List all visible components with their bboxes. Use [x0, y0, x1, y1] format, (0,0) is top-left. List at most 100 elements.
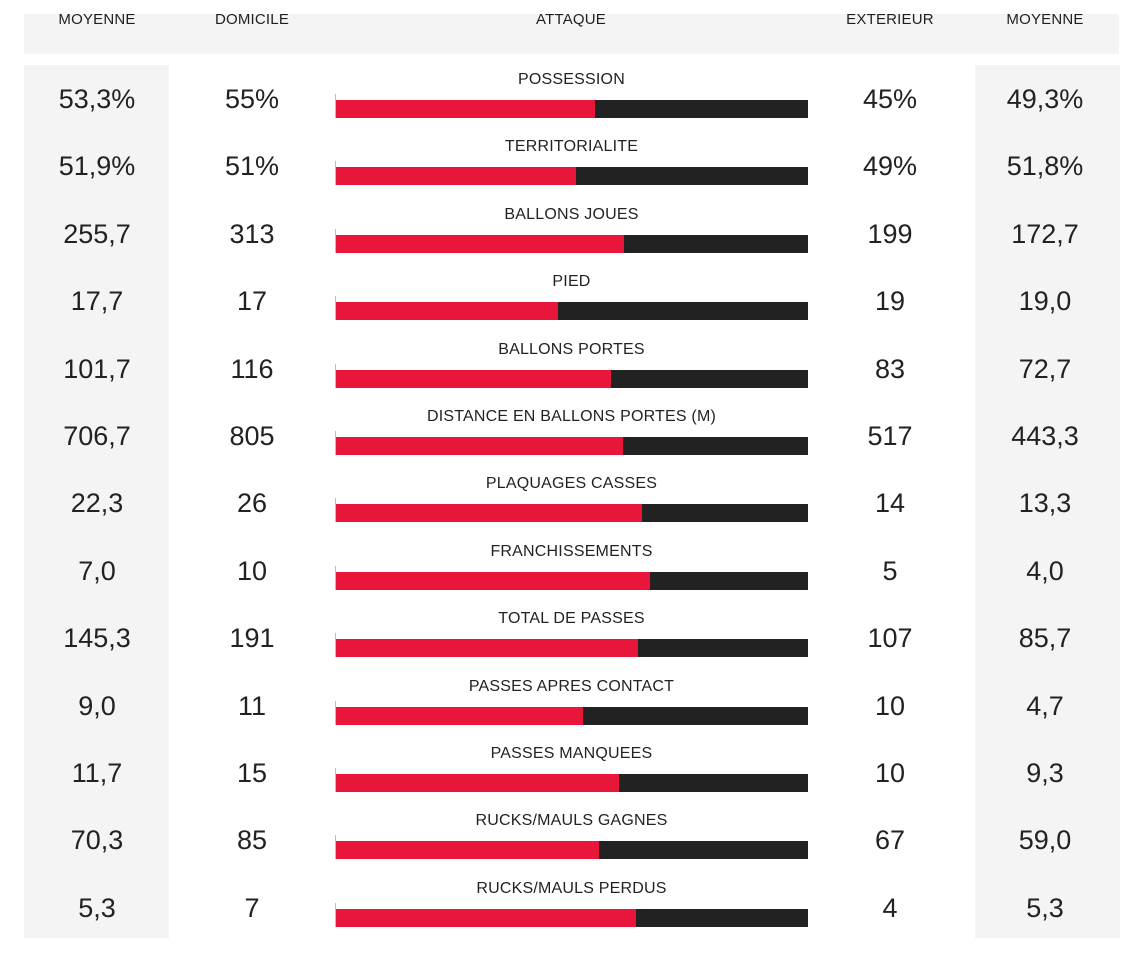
stat-label: POSSESSION [518, 71, 625, 88]
avg-home-value: 101,7 [63, 353, 131, 384]
bar-start-tick [335, 565, 336, 590]
home-value: 116 [230, 353, 274, 384]
home-bar-fill [335, 639, 638, 658]
avg-home-value: 255,7 [63, 218, 131, 249]
comparison-bar [335, 94, 808, 118]
away-value: 517 [867, 421, 913, 451]
bar-start-tick [335, 768, 336, 792]
avg-away-value: 5,3 [1026, 892, 1064, 923]
header-avg-away: MOYENNE [1006, 11, 1084, 28]
stat-label: PIED [552, 273, 591, 291]
comparison-bar [335, 700, 808, 725]
avg-home-value: 9,0 [78, 690, 116, 721]
avg-away-value: 443,3 [1011, 421, 1079, 451]
comparison-bar [335, 296, 808, 321]
home-bar-fill [335, 774, 619, 792]
avg-away-value: 49,3% [1006, 84, 1084, 114]
bar-start-tick [335, 296, 336, 321]
table-row: 53,3% 55% POSSESSION 45% 49,3% [0, 67, 1148, 134]
stat-label: RUCKS/MAULS PERDUS [476, 879, 667, 897]
home-value: 7 [244, 892, 260, 923]
stat-label: PLAQUAGES CASSES [485, 475, 658, 493]
comparison-bar [335, 498, 808, 523]
header-center: ATTAQUE [535, 11, 607, 28]
stat-label: RUCKS/MAULS GAGNES [475, 812, 668, 830]
home-bar-fill [335, 841, 599, 860]
bar-start-tick [335, 633, 336, 658]
home-bar-fill [335, 908, 636, 927]
home-bar-fill [335, 234, 624, 253]
away-value: 49% [862, 151, 918, 182]
avg-away-value: 51,8% [1006, 151, 1084, 182]
table-row: 145,3 191 TOTAL DE PASSES 107 85,7 [0, 606, 1148, 673]
avg-away-value: 4,7 [1026, 690, 1064, 721]
home-value: 51% [224, 151, 280, 182]
bar-start-tick [335, 431, 336, 455]
home-value: 15 [236, 758, 268, 788]
home-bar-fill [335, 504, 642, 523]
away-value: 14 [874, 488, 906, 519]
header-away: EXTERIEUR [846, 11, 934, 28]
bar-start-tick [335, 700, 336, 725]
away-value: 107 [867, 623, 913, 654]
stat-label: PASSES MANQUEES [490, 745, 653, 762]
avg-home-value: 145,3 [63, 623, 131, 654]
bar-start-tick [335, 835, 336, 860]
table-row: 101,7 116 BALLONS PORTES 83 72,7 [0, 337, 1148, 404]
home-bar-fill [335, 302, 558, 321]
avg-home-value: 51,9% [58, 151, 136, 182]
home-bar-fill [335, 167, 576, 186]
bar-start-tick [335, 498, 336, 523]
stat-label: BALLONS PORTES [498, 340, 645, 358]
bar-start-tick [335, 363, 336, 388]
avg-away-value: 13,3 [1018, 488, 1072, 519]
avg-away-value: 85,7 [1018, 623, 1072, 654]
comparison-bar [335, 835, 808, 860]
home-value: 10 [236, 555, 268, 586]
home-value: 55% [224, 84, 280, 114]
bar-start-tick [335, 161, 336, 186]
away-value: 83 [874, 353, 906, 384]
away-value: 4 [882, 892, 898, 923]
table-row: 51,9% 51% TERRITORIALITE 49% 51,8% [0, 134, 1148, 201]
comparison-bar [335, 431, 808, 455]
home-bar-fill [335, 100, 595, 118]
bar-start-tick [335, 902, 336, 927]
table-row: 9,0 11 PASSES APRES CONTACT 10 4,7 [0, 674, 1148, 741]
home-value: 313 [229, 218, 275, 249]
home-value: 26 [236, 488, 268, 519]
table-row: 17,7 17 PIED 19 19,0 [0, 269, 1148, 336]
comparison-bar [335, 161, 808, 186]
table-row: 7,0 10 FRANCHISSEMENTS 5 4,0 [0, 539, 1148, 606]
table-row: 22,3 26 PLAQUAGES CASSES 14 13,3 [0, 471, 1148, 538]
avg-away-value: 59,0 [1018, 825, 1072, 856]
avg-home-value: 5,3 [78, 892, 116, 923]
away-value: 67 [874, 825, 906, 856]
home-value: 85 [236, 825, 268, 856]
home-value: 191 [229, 623, 275, 654]
away-value: 45% [862, 84, 918, 114]
away-value: 5 [882, 555, 898, 586]
stat-label: DISTANCE EN BALLONS PORTES (M) [426, 408, 716, 425]
stat-label: TOTAL DE PASSES [498, 610, 645, 628]
stat-label: BALLONS JOUES [504, 205, 639, 223]
avg-home-value: 7,0 [78, 555, 116, 586]
comparison-bar [335, 633, 808, 658]
away-value: 199 [867, 218, 913, 249]
bar-start-tick [335, 228, 336, 253]
avg-away-value: 4,0 [1026, 555, 1064, 586]
avg-away-value: 9,3 [1026, 758, 1064, 788]
away-value: 10 [874, 690, 906, 721]
stat-label: PASSES APRES CONTACT [468, 677, 675, 695]
away-value: 10 [874, 758, 906, 788]
avg-home-value: 17,7 [70, 286, 124, 317]
avg-home-value: 11,7 [71, 758, 123, 788]
table-header [24, 14, 1119, 54]
comparison-bar [335, 902, 808, 927]
comparison-bar [335, 363, 808, 388]
table-row: 255,7 313 BALLONS JOUES 199 172,7 [0, 202, 1148, 269]
home-bar-fill [335, 369, 611, 388]
stat-label: FRANCHISSEMENTS [490, 542, 653, 560]
avg-away-value: 19,0 [1018, 286, 1072, 317]
home-value: 11 [237, 690, 267, 721]
